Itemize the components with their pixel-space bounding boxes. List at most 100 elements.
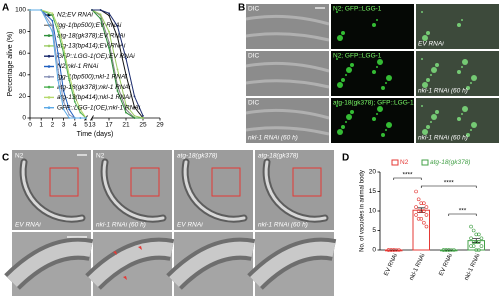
gfp-punctum	[376, 113, 378, 115]
x-tick-label: EV RNAi	[439, 253, 454, 277]
data-point	[474, 232, 479, 237]
legend-label: N2;nkl-1 RNAi	[57, 63, 99, 70]
gfp-punctum	[386, 122, 392, 128]
curve-point	[62, 108, 65, 111]
curve-point	[57, 79, 59, 82]
significance-label: ***	[459, 208, 467, 215]
gfp-punctum	[470, 82, 472, 84]
y-tick-label: 15	[369, 188, 377, 195]
micrograph	[416, 98, 499, 143]
image-label: DIC	[248, 6, 260, 13]
x-tick-label: 3	[62, 122, 66, 129]
image-label: nkl-1 RNAi (60 h)	[418, 135, 468, 142]
curve-point	[116, 25, 119, 28]
micrograph	[246, 98, 329, 143]
image-label: DIC	[248, 53, 260, 60]
data-point	[479, 236, 484, 241]
curve-point	[125, 104, 127, 106]
curve-point	[73, 95, 76, 98]
gfp-punctum	[346, 114, 352, 120]
curve-point	[57, 25, 59, 28]
gfp-punctum	[426, 78, 430, 82]
gfp-punctum	[337, 82, 343, 88]
curve-point	[99, 17, 102, 20]
data-point	[422, 220, 426, 225]
image-label: atg-18(gk378); GFP::LGG-1	[333, 100, 414, 107]
legend-marker	[47, 44, 51, 48]
significance-label: ****	[444, 180, 455, 187]
gfp-punctum	[376, 19, 378, 21]
curve-point	[85, 117, 87, 119]
gfp-punctum	[345, 74, 347, 76]
curve-point	[40, 9, 43, 11]
y-tick-label: 80	[19, 28, 27, 35]
gfp-punctum	[466, 133, 470, 137]
zoom-box	[211, 167, 241, 197]
micrograph	[331, 51, 414, 96]
gfp-punctum	[431, 114, 437, 120]
zoom-box	[292, 167, 322, 197]
image-label: EV RNAi	[177, 222, 203, 229]
significance-bracket	[448, 213, 477, 216]
legend-marker	[47, 75, 51, 79]
gfp-punctum	[471, 122, 477, 128]
y-tick-label: 20	[19, 93, 27, 100]
image-label: N2	[15, 153, 24, 160]
worm-highlight	[264, 160, 327, 221]
gfp-punctum	[435, 110, 439, 114]
curve-point	[116, 68, 119, 71]
x-tick-label: nkl-1 RNAi	[409, 253, 427, 282]
curve-point	[142, 114, 144, 117]
curve-point	[108, 14, 110, 17]
gfp-punctum	[341, 78, 345, 82]
gfp-punctum	[372, 117, 376, 121]
zoom-box	[49, 167, 79, 197]
data-point	[441, 248, 446, 252]
gfp-punctum	[336, 58, 338, 60]
data-point	[474, 240, 479, 244]
y-axis-label: Percentage alive (%)	[7, 32, 14, 97]
data-point	[477, 232, 481, 237]
data-point	[416, 197, 421, 202]
data-point	[479, 244, 484, 248]
data-point	[416, 217, 421, 221]
image-label: N2; GFP::LGG-1	[333, 53, 382, 60]
gfp-punctum	[466, 86, 470, 90]
gfp-punctum	[350, 63, 354, 67]
curve-point	[108, 41, 110, 44]
legend-marker	[47, 85, 51, 89]
worm-zoom-edge	[7, 241, 93, 288]
gfp-punctum	[470, 129, 472, 131]
panel-label: A	[2, 3, 9, 14]
arrow	[138, 246, 142, 250]
curve-point	[116, 36, 119, 38]
curve-point	[68, 79, 71, 82]
legend-marker	[47, 34, 51, 37]
gfp-punctum	[422, 129, 428, 135]
micrograph	[416, 4, 499, 49]
gfp-punctum	[457, 117, 461, 121]
tissue-texture	[245, 61, 330, 89]
legend-marker	[47, 96, 51, 99]
gfp-punctum	[430, 74, 432, 76]
image-label: atg-18(gk378)	[258, 153, 298, 160]
data-point	[414, 205, 418, 209]
gfp-punctum	[426, 125, 430, 129]
gfp-punctum	[457, 23, 461, 27]
curve-point	[68, 113, 71, 116]
curve-point	[125, 57, 127, 60]
legend-swatch	[421, 159, 429, 166]
data-point	[471, 240, 476, 244]
data-point	[474, 248, 479, 252]
legend-marker	[47, 106, 51, 109]
gfp-punctum	[461, 66, 463, 68]
data-point	[477, 248, 481, 252]
data-point	[469, 236, 473, 241]
gfp-punctum	[336, 105, 338, 107]
gfp-punctum	[457, 70, 461, 74]
curve-point	[68, 117, 71, 119]
curve-point	[116, 90, 119, 92]
gfp-punctum	[431, 67, 437, 73]
curve-point	[51, 25, 54, 28]
x-tick-label: EV RNAi	[384, 253, 399, 277]
